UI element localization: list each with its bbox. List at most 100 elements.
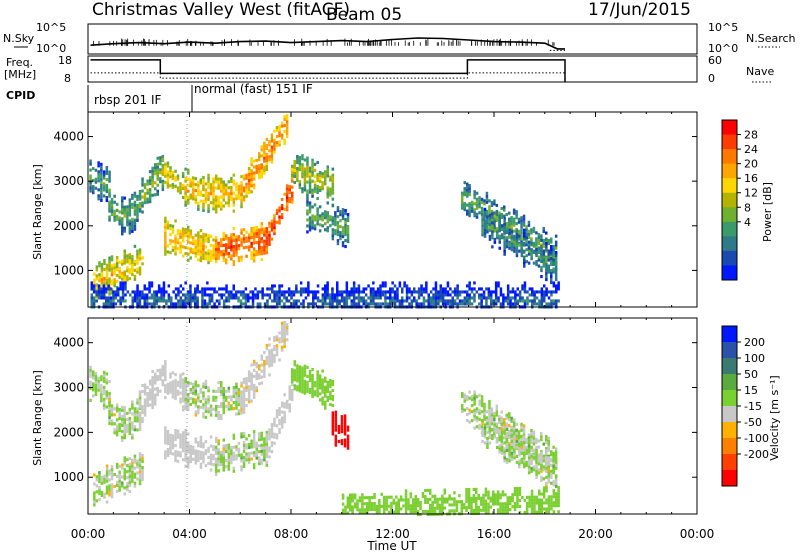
scatter-cell	[199, 444, 203, 448]
scatter-cell	[540, 466, 543, 470]
scatter-cell	[171, 380, 175, 384]
scatter-cell	[146, 404, 149, 408]
scatter-cell	[260, 169, 263, 173]
scatter-cell	[550, 453, 553, 457]
scatter-cell	[194, 296, 197, 300]
scatter-cell	[164, 180, 167, 184]
scatter-cell	[222, 180, 225, 184]
scatter-cell	[334, 217, 337, 221]
scatter-cell	[270, 237, 274, 241]
scatter-cell	[255, 450, 258, 454]
scatter-cell	[222, 186, 225, 190]
scatter-cell	[291, 167, 294, 171]
scatter-cell	[181, 230, 185, 234]
scatter-cell	[283, 141, 286, 145]
scatter-cell	[177, 287, 180, 291]
scatter-cell	[184, 194, 187, 198]
scatter-cell	[105, 269, 109, 273]
scatter-cell	[500, 448, 504, 452]
scatter-cell	[483, 432, 487, 436]
scatter-cell	[166, 250, 170, 254]
scatter-cell	[212, 247, 215, 251]
scatter-cell	[378, 507, 381, 511]
scatter-cell	[303, 385, 307, 389]
scatter-cell	[527, 223, 531, 227]
scatter-cell	[301, 190, 304, 194]
scatter-cell	[108, 397, 111, 401]
scatter-cell	[171, 389, 175, 393]
scatter-cell	[138, 411, 142, 415]
scatter-cell	[316, 196, 319, 200]
scatter-cell	[100, 192, 103, 196]
scatter-cell	[263, 302, 267, 306]
scatter-cell	[227, 461, 231, 465]
scatter-cell	[194, 383, 198, 387]
scatter-cell	[100, 272, 104, 276]
scatter-cell	[550, 469, 553, 473]
scatter-cell	[493, 426, 497, 430]
scatter-cell	[197, 234, 200, 238]
scatter-cell	[483, 217, 486, 221]
scatter-cell	[324, 296, 327, 300]
scatter-cell	[97, 290, 101, 294]
scatter-cell	[515, 460, 519, 464]
scatter-cell	[263, 443, 266, 447]
scatter-cell	[374, 290, 377, 294]
scatter-cell	[313, 203, 317, 207]
scatter-cell	[154, 378, 157, 382]
scatter-cell	[184, 407, 187, 411]
scatter-cell	[456, 290, 459, 294]
scatter-cell	[252, 389, 256, 393]
scatter-cell	[535, 459, 538, 463]
scatter-cell	[164, 243, 167, 247]
scatter-cell	[171, 443, 175, 447]
scatter-cell	[247, 397, 251, 401]
scatter-cell	[490, 209, 494, 213]
scatter-cell	[123, 226, 126, 230]
scatter-cell	[245, 446, 248, 450]
scatter-cell	[494, 281, 498, 285]
scatter-cell	[181, 458, 185, 462]
scatter-cell	[181, 254, 185, 258]
scatter-cell	[375, 510, 379, 514]
scatter-cell	[270, 354, 274, 358]
scatter-cell	[89, 386, 92, 390]
scatter-cell	[265, 454, 269, 458]
scatter-cell	[535, 475, 538, 479]
scatter-cell	[245, 389, 248, 393]
scatter-cell	[126, 485, 129, 489]
scatter-cell	[331, 204, 335, 208]
scatter-cell	[341, 232, 345, 236]
scatter-cell	[172, 302, 175, 306]
scatter-cell	[108, 418, 111, 422]
scatter-cell	[495, 425, 499, 429]
scatter-cell	[513, 249, 516, 253]
scatter-cell	[496, 430, 499, 434]
scatter-cell	[308, 216, 312, 220]
scatter-cell	[468, 208, 471, 212]
scatter-cell	[280, 404, 284, 408]
scatter-cell	[461, 407, 464, 411]
scatter-cell	[235, 182, 238, 186]
scatter-cell	[189, 454, 192, 458]
scatter-cell	[225, 299, 228, 303]
scatter-cell	[483, 429, 487, 433]
scatter-cell	[358, 499, 362, 503]
scatter-cell	[155, 299, 158, 303]
scatter-cell	[283, 324, 286, 328]
scatter-cell	[301, 387, 304, 391]
scatter-cell	[220, 381, 223, 385]
scatter-cell	[131, 436, 134, 440]
scatter-cell	[265, 158, 269, 162]
scatter-cell	[396, 299, 399, 303]
scatter-cell	[174, 388, 177, 392]
scatter-cell	[336, 296, 339, 300]
scatter-cell	[527, 246, 531, 250]
scatter-cell	[515, 248, 519, 252]
scatter-cell	[100, 375, 103, 379]
scatter-cell	[480, 293, 483, 297]
scatter-cell	[113, 431, 116, 435]
scatter-cell	[307, 302, 310, 306]
scatter-cell	[480, 404, 484, 408]
scatter-cell	[552, 281, 556, 285]
